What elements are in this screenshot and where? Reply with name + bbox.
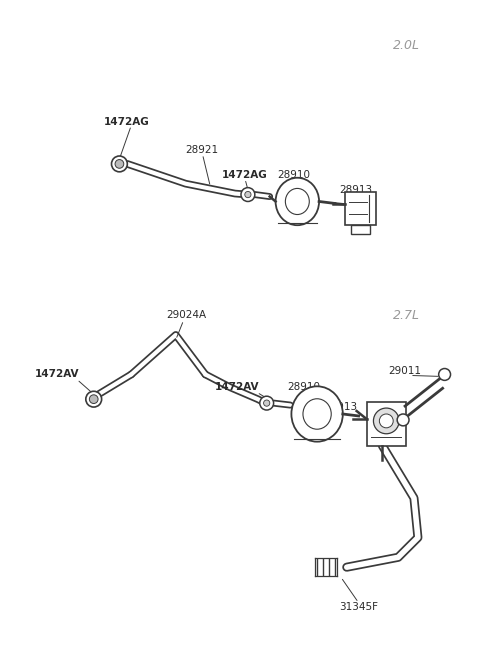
Ellipse shape (276, 178, 319, 225)
Text: 1472AV: 1472AV (35, 369, 79, 379)
Ellipse shape (291, 386, 343, 441)
Text: 28913: 28913 (339, 185, 372, 195)
Text: 1472AG: 1472AG (222, 170, 268, 179)
Circle shape (260, 396, 274, 410)
Circle shape (115, 160, 124, 168)
Text: 28921: 28921 (186, 145, 219, 155)
Text: 28910: 28910 (277, 170, 311, 179)
Text: 28910: 28910 (288, 383, 321, 392)
Circle shape (397, 414, 409, 426)
Circle shape (264, 400, 270, 406)
Circle shape (245, 191, 251, 198)
FancyBboxPatch shape (351, 225, 371, 234)
Text: 28913: 28913 (324, 402, 357, 412)
Circle shape (379, 414, 393, 428)
Text: 1472AV: 1472AV (216, 383, 260, 392)
FancyBboxPatch shape (367, 402, 406, 445)
Circle shape (241, 187, 255, 202)
Text: 29011: 29011 (388, 367, 421, 377)
Text: 2.0L: 2.0L (393, 39, 420, 52)
Circle shape (89, 395, 98, 403)
Circle shape (86, 391, 102, 407)
FancyBboxPatch shape (345, 192, 376, 225)
Text: 29024A: 29024A (166, 310, 206, 320)
Text: 31345F: 31345F (339, 602, 378, 612)
Circle shape (373, 408, 399, 434)
Circle shape (111, 156, 127, 172)
Text: 2.7L: 2.7L (393, 309, 420, 322)
Circle shape (439, 369, 451, 381)
Text: 1472AG: 1472AG (104, 117, 149, 128)
